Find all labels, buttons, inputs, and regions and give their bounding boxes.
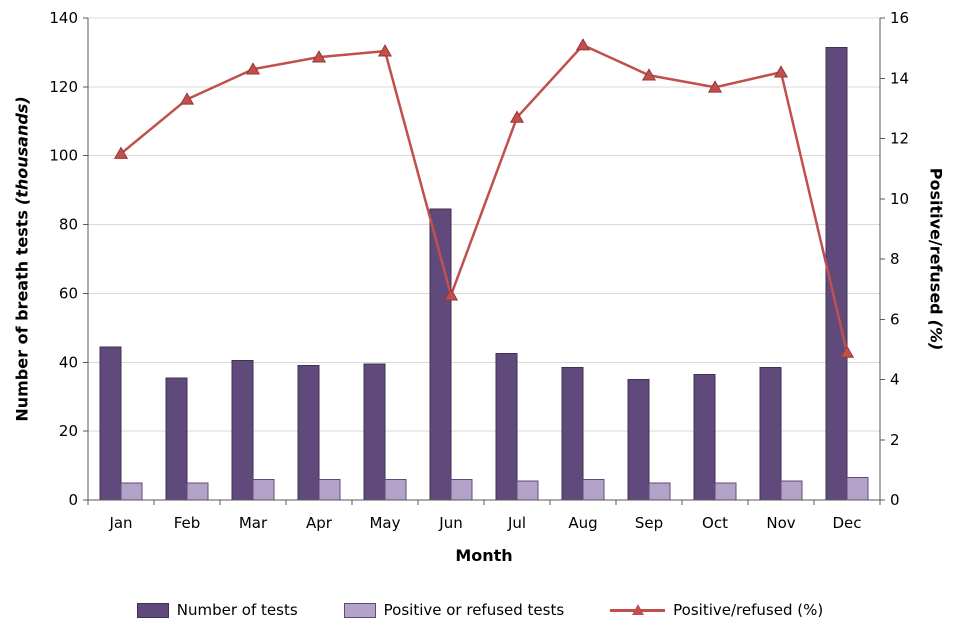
bar [297, 365, 320, 501]
tick-label: 16 [890, 9, 909, 27]
right-axis-title: Positive/refused (%) [927, 168, 946, 351]
triangle-marker-icon [509, 110, 525, 123]
tick-label: 12 [890, 130, 909, 148]
triangle-marker-icon [311, 50, 327, 63]
category-label: Nov [766, 514, 795, 532]
triangle-marker-icon [839, 345, 855, 358]
legend-swatch-bar1 [136, 602, 169, 618]
category-label: Jul [507, 514, 526, 532]
bar [363, 363, 386, 501]
category-label: Apr [306, 514, 333, 532]
gridlines [88, 17, 880, 432]
bar [627, 379, 650, 501]
bar [186, 482, 209, 501]
tick-label: 2 [890, 431, 900, 449]
left-tick-labels: 0 20 40 60 80 100 120 140 [49, 9, 78, 509]
bar [318, 478, 341, 501]
bar [561, 366, 584, 501]
right-axis-title-units: (%) [926, 319, 946, 351]
tick-label: 140 [49, 9, 78, 27]
legend-swatch-bar2 [343, 602, 376, 618]
tick-label: 120 [49, 78, 78, 96]
line-positive-refused-pct [119, 43, 849, 354]
legend: Number of tests Positive or refused test… [0, 601, 960, 619]
bar [120, 482, 143, 501]
axes [83, 17, 885, 505]
left-axis-title-units: (thousands) [12, 96, 32, 206]
triangle-marker-icon [773, 65, 789, 78]
month-labels: Jan Feb Mar Apr May Jun Jul Aug Sep Oct Nov Dec [108, 514, 861, 532]
category-label: Feb [174, 514, 201, 532]
tick-label: 6 [890, 310, 900, 328]
bar [648, 482, 671, 501]
tick-label: 100 [49, 147, 78, 165]
tick-label: 10 [890, 190, 909, 208]
tick-label: 60 [59, 284, 78, 302]
bar [252, 478, 275, 501]
bar [516, 480, 539, 501]
category-label: Aug [568, 514, 597, 532]
triangle-marker-icon [377, 44, 393, 57]
bar [231, 360, 254, 501]
legend-label: Positive/refused (%) [673, 601, 824, 619]
triangle-marker-icon [443, 288, 459, 301]
x-axis-title: Month [455, 546, 513, 565]
legend-line-marker [610, 603, 666, 618]
bar [693, 373, 716, 501]
triangle-marker-icon [575, 38, 591, 51]
bars-positive-or-refused-tests [120, 477, 869, 501]
tick-label: 4 [890, 371, 900, 389]
tick-label: 14 [890, 69, 909, 87]
line-markers [113, 38, 855, 358]
left-axis-title-text: Number of breath tests [12, 210, 32, 422]
legend-label: Positive or refused tests [383, 601, 565, 619]
left-axis-title: Number of breath tests (thousands) [13, 96, 32, 421]
tick-label: 40 [59, 353, 78, 371]
right-tick-labels: 0 2 4 6 8 10 12 14 16 [890, 9, 909, 509]
legend-triangle-marker-icon [631, 603, 644, 615]
category-label: Oct [702, 514, 728, 532]
bar [384, 478, 407, 501]
tick-label: 20 [59, 422, 78, 440]
legend-item-number-of-tests: Number of tests [136, 601, 298, 619]
category-label: Sep [635, 514, 663, 532]
bar [780, 480, 803, 501]
bar [495, 353, 518, 501]
bar [450, 478, 473, 501]
category-label: May [369, 514, 400, 532]
triangle-marker-icon [179, 92, 195, 105]
tick-label: 80 [59, 216, 78, 234]
triangle-marker-icon [113, 146, 129, 159]
triangle-marker-icon [245, 62, 261, 75]
tick-label: 0 [890, 491, 900, 509]
category-label: Jun [438, 514, 462, 532]
bar [714, 482, 737, 501]
bar [759, 366, 782, 501]
legend-label: Number of tests [176, 601, 298, 619]
category-label: Jan [108, 514, 132, 532]
triangle-marker-icon [641, 68, 657, 81]
category-label: Dec [832, 514, 861, 532]
triangle-marker-icon [707, 80, 723, 93]
bar [846, 477, 869, 501]
bars-number-of-tests [99, 46, 848, 501]
bar [165, 377, 188, 501]
bar [99, 346, 122, 501]
legend-item-positive-or-refused-tests: Positive or refused tests [343, 601, 565, 619]
tick-label: 0 [68, 491, 78, 509]
category-label: Mar [239, 514, 268, 532]
legend-item-positive-refused-pct: Positive/refused (%) [610, 601, 823, 619]
chart-svg: 0 20 40 60 80 100 120 140 0 2 4 6 8 10 12 14 16 Jan Feb Mar… [49, 9, 909, 532]
bar [582, 478, 605, 501]
tick-label: 8 [890, 250, 900, 268]
right-axis-title-text: Positive/refused [926, 167, 946, 315]
